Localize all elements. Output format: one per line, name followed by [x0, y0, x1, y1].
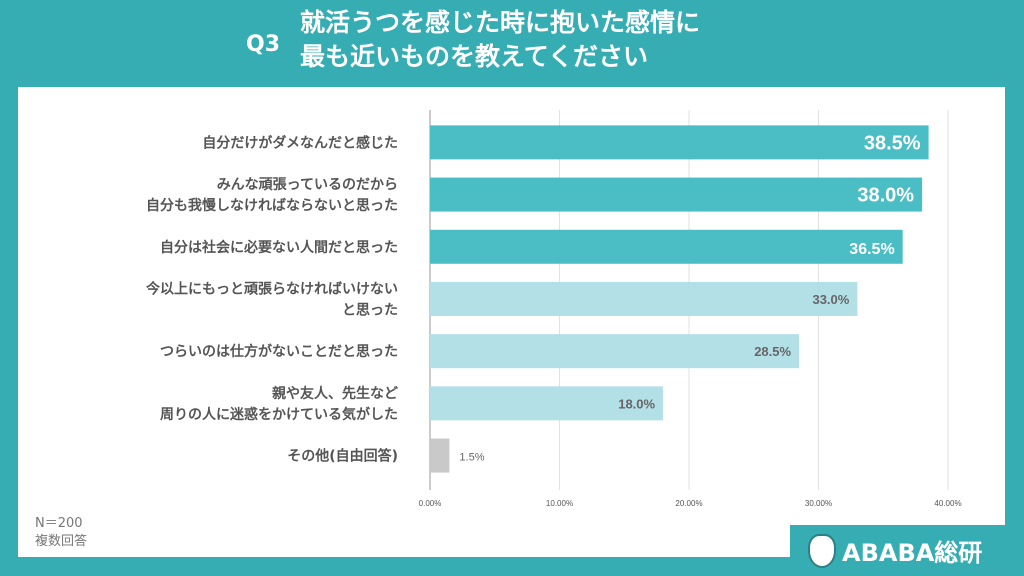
category-label: 周りの人に迷惑をかけている気がした: [160, 406, 398, 423]
category-label: 自分も我慢しなければならないと思った: [146, 197, 398, 214]
data-label: 33.0%: [812, 292, 849, 307]
x-tick-label: 0.00%: [419, 499, 442, 508]
x-tick-label: 20.00%: [675, 499, 702, 508]
multiple-answer-note: 複数回答: [35, 534, 88, 549]
x-tick-label: 40.00%: [934, 499, 961, 508]
sample-note: N＝200 複数回答: [35, 515, 87, 551]
category-label: 今以上にもっと頑張らなければいけない: [145, 280, 398, 297]
bar: [430, 125, 929, 160]
bar: [430, 177, 923, 212]
x-tick-label: 30.00%: [805, 499, 832, 508]
question-number: Q3: [246, 32, 281, 57]
data-label: 38.5%: [864, 132, 921, 154]
page-title: 就活うつを感じた時に抱いた感情に 最も近いものを教えてください: [300, 8, 701, 71]
bar: [430, 438, 450, 473]
data-label: 1.5%: [459, 452, 484, 464]
x-tick-label: 10.00%: [546, 499, 573, 508]
alpaca-logo-icon: [808, 533, 836, 568]
category-label: みんな頑張っているのだから: [217, 177, 398, 193]
data-label: 18.0%: [618, 396, 655, 411]
category-label: 自分だけがダメなんだと感じた: [202, 134, 398, 151]
category-label: 親や友人、先生など: [272, 385, 398, 402]
sample-size: N＝200: [35, 516, 83, 531]
category-label: と思った: [342, 302, 398, 318]
logo-text: ABABA総研: [842, 539, 983, 567]
chart-panel: [18, 87, 1005, 557]
category-label: その他(自由回答): [287, 448, 398, 465]
bar: [430, 229, 903, 264]
bar: [430, 334, 800, 369]
logo: ABABA総研: [790, 525, 1005, 576]
data-label: 36.5%: [849, 241, 894, 258]
bar: [430, 281, 858, 316]
data-label: 38.0%: [857, 185, 914, 207]
category-label: 自分は社会に必要ない人間だと思った: [160, 239, 398, 256]
bar: [430, 386, 664, 421]
data-label: 28.5%: [754, 344, 791, 359]
category-label: つらいのは仕方がないことだと思った: [160, 343, 398, 360]
